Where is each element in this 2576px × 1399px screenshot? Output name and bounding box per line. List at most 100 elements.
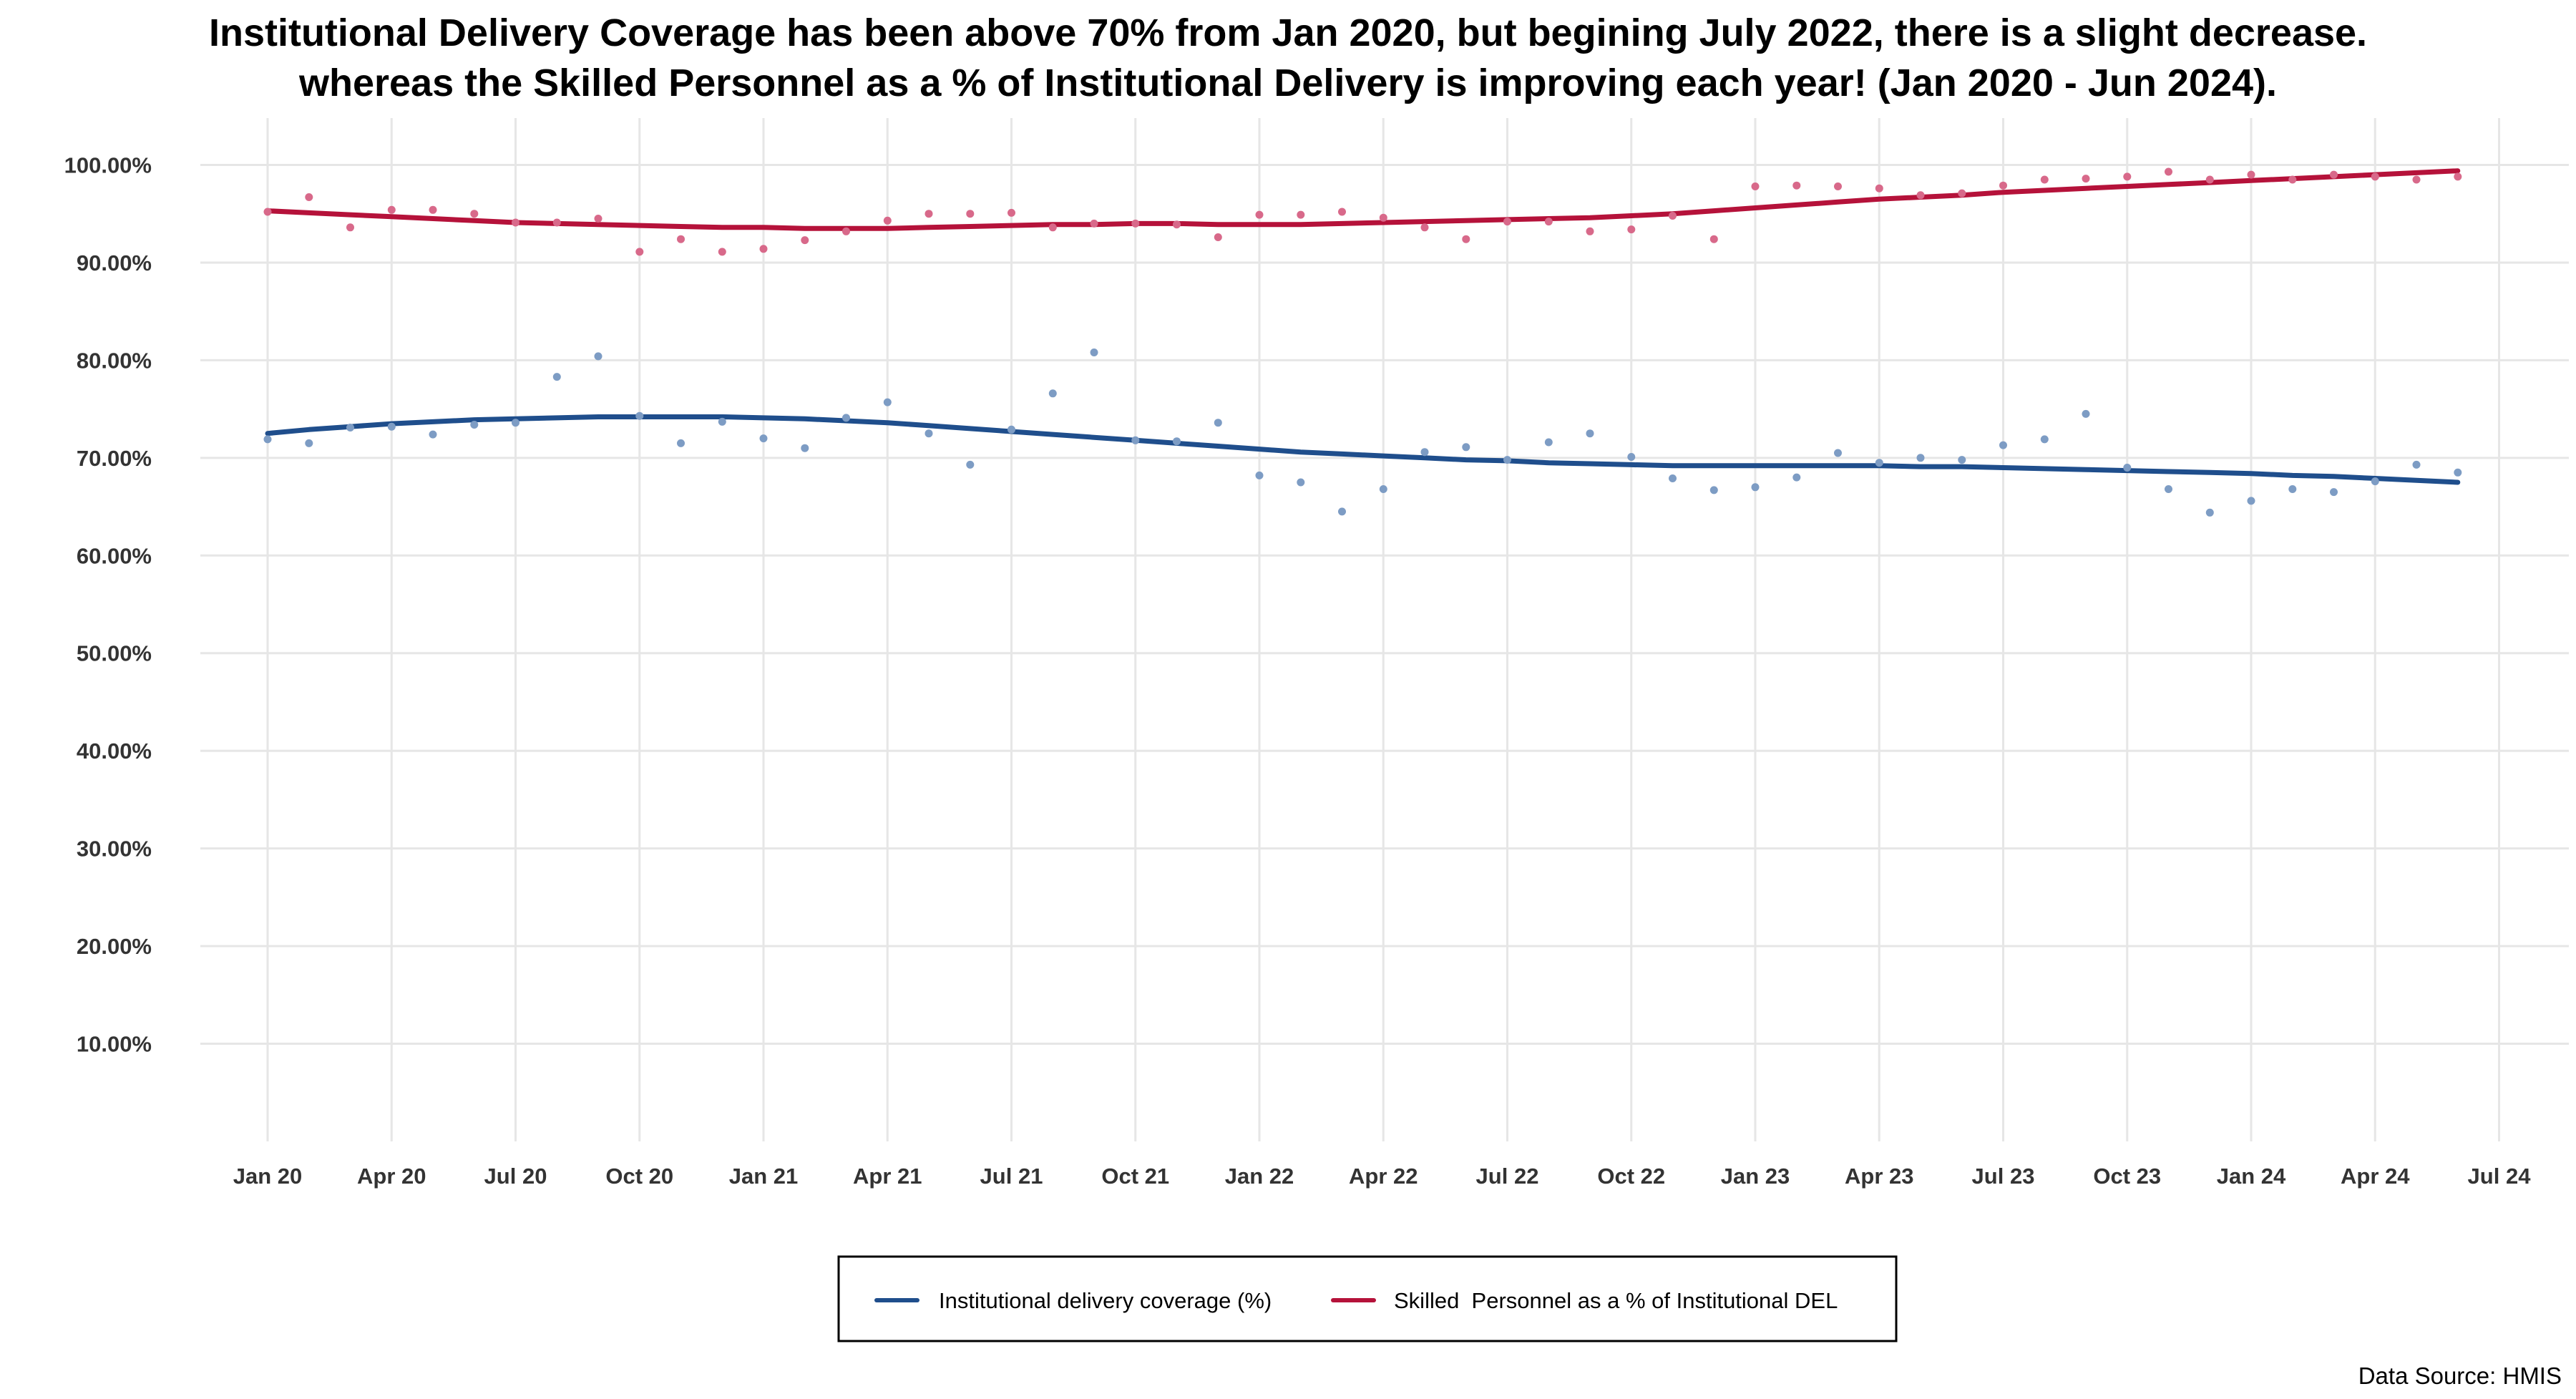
x-tick-label: Oct 21 — [1101, 1164, 1169, 1189]
data-point-institutional-coverage — [1586, 429, 1594, 438]
data-point-skilled-personnel — [924, 210, 933, 218]
data-point-institutional-coverage — [801, 444, 809, 452]
data-point-institutional-coverage — [1173, 437, 1181, 446]
data-point-institutional-coverage — [1999, 441, 2007, 449]
data-point-skilled-personnel — [1420, 223, 1429, 232]
data-point-skilled-personnel — [1586, 227, 1594, 235]
data-point-institutional-coverage — [2123, 464, 2132, 472]
data-point-institutional-coverage — [1875, 459, 1883, 467]
data-point-skilled-personnel — [1173, 220, 1181, 229]
data-point-institutional-coverage — [552, 373, 561, 381]
y-tick-label: 90.00% — [77, 250, 152, 276]
x-tick-label: Jul 20 — [484, 1164, 547, 1189]
data-point-skilled-personnel — [305, 193, 313, 201]
data-point-institutional-coverage — [718, 417, 726, 426]
data-point-institutional-coverage — [1627, 453, 1636, 461]
data-point-skilled-personnel — [1751, 182, 1760, 190]
data-point-institutional-coverage — [883, 398, 892, 406]
trend-line-skilled-personnel — [265, 168, 2461, 231]
x-tick-label: Oct 22 — [1597, 1164, 1665, 1189]
x-tick-label: Oct 20 — [605, 1164, 673, 1189]
data-point-institutional-coverage — [305, 439, 313, 447]
data-point-skilled-personnel — [1503, 218, 1511, 226]
y-tick-label: 50.00% — [77, 641, 152, 666]
data-point-institutional-coverage — [470, 421, 479, 429]
data-point-skilled-personnel — [594, 215, 602, 223]
data-source-note: Data Source: HMIS — [2358, 1363, 2562, 1389]
data-point-institutional-coverage — [1090, 348, 1098, 356]
data-point-institutional-coverage — [2205, 508, 2214, 517]
data-point-skilled-personnel — [2165, 167, 2172, 176]
data-point-skilled-personnel — [2247, 170, 2255, 179]
data-point-skilled-personnel — [801, 236, 809, 245]
data-point-skilled-personnel — [1214, 233, 1222, 241]
data-point-institutional-coverage — [842, 414, 850, 422]
data-point-skilled-personnel — [1131, 219, 1140, 228]
data-point-institutional-coverage — [2371, 477, 2379, 486]
data-point-skilled-personnel — [470, 210, 479, 218]
data-point-institutional-coverage — [1709, 486, 1718, 494]
data-point-skilled-personnel — [2040, 175, 2049, 184]
legend: Institutional delivery coverage (%) Skil… — [837, 1255, 1898, 1342]
data-point-skilled-personnel — [1709, 235, 1718, 243]
trend-line-institutional-coverage — [265, 414, 2461, 485]
x-tick-label: Jan 20 — [233, 1164, 303, 1189]
data-point-skilled-personnel — [512, 218, 519, 227]
x-tick-label: Apr 24 — [2341, 1164, 2410, 1189]
data-point-institutional-coverage — [263, 435, 272, 444]
x-tick-label: Apr 22 — [1349, 1164, 1418, 1189]
legend-label-institutional-coverage: Institutional delivery coverage (%) — [939, 1288, 1272, 1313]
data-point-skilled-personnel — [2412, 175, 2421, 184]
data-point-institutional-coverage — [1669, 474, 1677, 482]
data-point-skilled-personnel — [966, 210, 975, 218]
data-point-skilled-personnel — [677, 235, 685, 243]
data-point-institutional-coverage — [1792, 473, 1801, 482]
data-point-skilled-personnel — [759, 245, 768, 253]
data-point-institutional-coverage — [1338, 507, 1346, 516]
data-point-skilled-personnel — [1669, 212, 1677, 220]
trend-lines — [265, 168, 2461, 485]
data-point-skilled-personnel — [1379, 213, 1387, 222]
data-point-institutional-coverage — [1214, 419, 1222, 427]
y-tick-label: 60.00% — [77, 543, 152, 568]
data-point-skilled-personnel — [2288, 175, 2297, 184]
data-point-skilled-personnel — [1999, 181, 2007, 190]
data-point-skilled-personnel — [1255, 210, 1264, 219]
data-point-skilled-personnel — [2454, 172, 2462, 181]
data-point-skilled-personnel — [2330, 170, 2338, 179]
data-point-institutional-coverage — [2330, 488, 2338, 497]
data-point-skilled-personnel — [1462, 235, 1470, 243]
data-point-institutional-coverage — [2040, 435, 2049, 444]
data-point-skilled-personnel — [1090, 219, 1098, 228]
legend-label-skilled-personnel: Skilled Personnel as a % of Institutiona… — [1394, 1288, 1838, 1313]
data-point-skilled-personnel — [635, 248, 644, 256]
data-point-skilled-personnel — [718, 248, 726, 256]
data-point-institutional-coverage — [924, 429, 933, 438]
data-point-institutional-coverage — [1297, 478, 1305, 487]
data-point-institutional-coverage — [966, 460, 975, 469]
data-point-institutional-coverage — [635, 411, 644, 420]
y-tick-label: 10.00% — [77, 1032, 152, 1057]
y-tick-label: 80.00% — [77, 348, 152, 373]
data-point-skilled-personnel — [1958, 189, 1966, 198]
data-point-skilled-personnel — [1338, 208, 1346, 216]
data-point-institutional-coverage — [1751, 483, 1760, 492]
data-point-institutional-coverage — [2288, 485, 2297, 493]
data-point-skilled-personnel — [2205, 175, 2214, 184]
data-point-institutional-coverage — [346, 424, 354, 432]
data-point-skilled-personnel — [2371, 172, 2379, 181]
chart-title-line-1: Institutional Delivery Coverage has been… — [209, 11, 2367, 54]
data-points — [263, 167, 2462, 517]
data-point-skilled-personnel — [1008, 208, 1015, 217]
data-point-skilled-personnel — [387, 205, 396, 214]
data-point-skilled-personnel — [2082, 175, 2090, 183]
data-point-institutional-coverage — [1958, 456, 1966, 464]
data-point-skilled-personnel — [1875, 184, 1883, 192]
data-point-institutional-coverage — [2247, 497, 2255, 505]
chart-title-line-2: whereas the Skilled Personnel as a % of … — [298, 62, 2277, 104]
data-point-institutional-coverage — [1255, 471, 1264, 479]
data-point-institutional-coverage — [1834, 449, 1842, 457]
data-point-institutional-coverage — [1048, 389, 1057, 398]
